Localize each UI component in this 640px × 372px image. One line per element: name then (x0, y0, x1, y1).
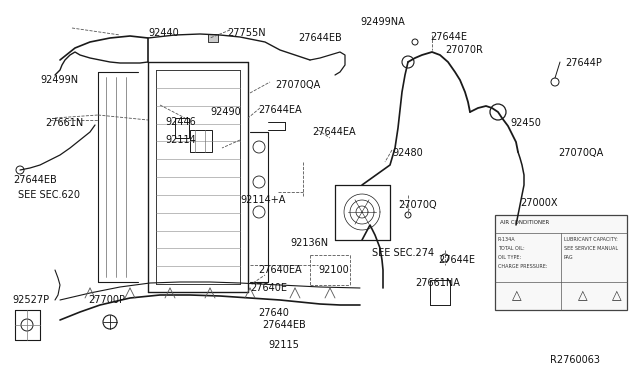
Text: AIR CONDITIONER: AIR CONDITIONER (500, 220, 549, 225)
Bar (190, 130, 212, 152)
Text: TOTAL OIL:: TOTAL OIL: (498, 246, 525, 251)
Text: 27070R: 27070R (445, 45, 483, 55)
Text: 92527P: 92527P (12, 295, 49, 305)
Text: 27644EB: 27644EB (262, 320, 306, 330)
Text: 92450: 92450 (510, 118, 541, 128)
Text: 92114+A: 92114+A (240, 195, 285, 205)
Text: 92115: 92115 (268, 340, 299, 350)
Text: 92136N: 92136N (290, 238, 328, 248)
Text: 27640: 27640 (258, 308, 289, 318)
Text: 92499NA: 92499NA (360, 17, 404, 27)
Bar (208, 34, 218, 42)
Text: 27644EA: 27644EA (312, 127, 356, 137)
Text: 27644EB: 27644EB (298, 33, 342, 43)
Text: 27070QA: 27070QA (275, 80, 320, 90)
Text: 27661NA: 27661NA (415, 278, 460, 288)
Text: 27070QA: 27070QA (558, 148, 604, 158)
Bar (495, 215, 627, 310)
Text: R-134A: R-134A (498, 237, 516, 242)
Text: 92480: 92480 (392, 148, 423, 158)
Text: CHARGE PRESSURE:: CHARGE PRESSURE: (498, 264, 547, 269)
Text: 27644E: 27644E (438, 255, 475, 265)
Text: SEE SEC.620: SEE SEC.620 (18, 190, 80, 200)
Text: 27070Q: 27070Q (398, 200, 436, 210)
Text: 27000X: 27000X (520, 198, 557, 208)
Text: 92490: 92490 (210, 107, 241, 117)
Text: 27640EA: 27640EA (258, 265, 301, 275)
Text: 27755N: 27755N (227, 28, 266, 38)
Text: OIL TYPE:: OIL TYPE: (498, 255, 521, 260)
Text: SEE SERVICE MANUAL: SEE SERVICE MANUAL (564, 246, 618, 251)
Text: 27700P: 27700P (88, 295, 125, 305)
Text: 92114: 92114 (165, 135, 196, 145)
Text: 27640E: 27640E (250, 283, 287, 293)
Text: 92440: 92440 (148, 28, 179, 38)
Text: 27644EA: 27644EA (258, 105, 301, 115)
Text: PAG: PAG (564, 255, 573, 260)
Text: 27644P: 27644P (565, 58, 602, 68)
Text: 92499N: 92499N (40, 75, 78, 85)
Text: 92100: 92100 (318, 265, 349, 275)
Text: 92446: 92446 (165, 117, 196, 127)
Text: 27644EB: 27644EB (13, 175, 57, 185)
Text: SEE SEC.274: SEE SEC.274 (372, 248, 434, 258)
Text: 27644E: 27644E (430, 32, 467, 42)
Text: LUBRICANT CAPACITY:: LUBRICANT CAPACITY: (564, 237, 618, 242)
Text: △: △ (578, 289, 588, 302)
Bar (175, 118, 189, 138)
Text: 27661N: 27661N (45, 118, 83, 128)
Text: R2760063: R2760063 (550, 355, 600, 365)
Text: △: △ (512, 289, 522, 302)
Text: △: △ (612, 289, 622, 302)
